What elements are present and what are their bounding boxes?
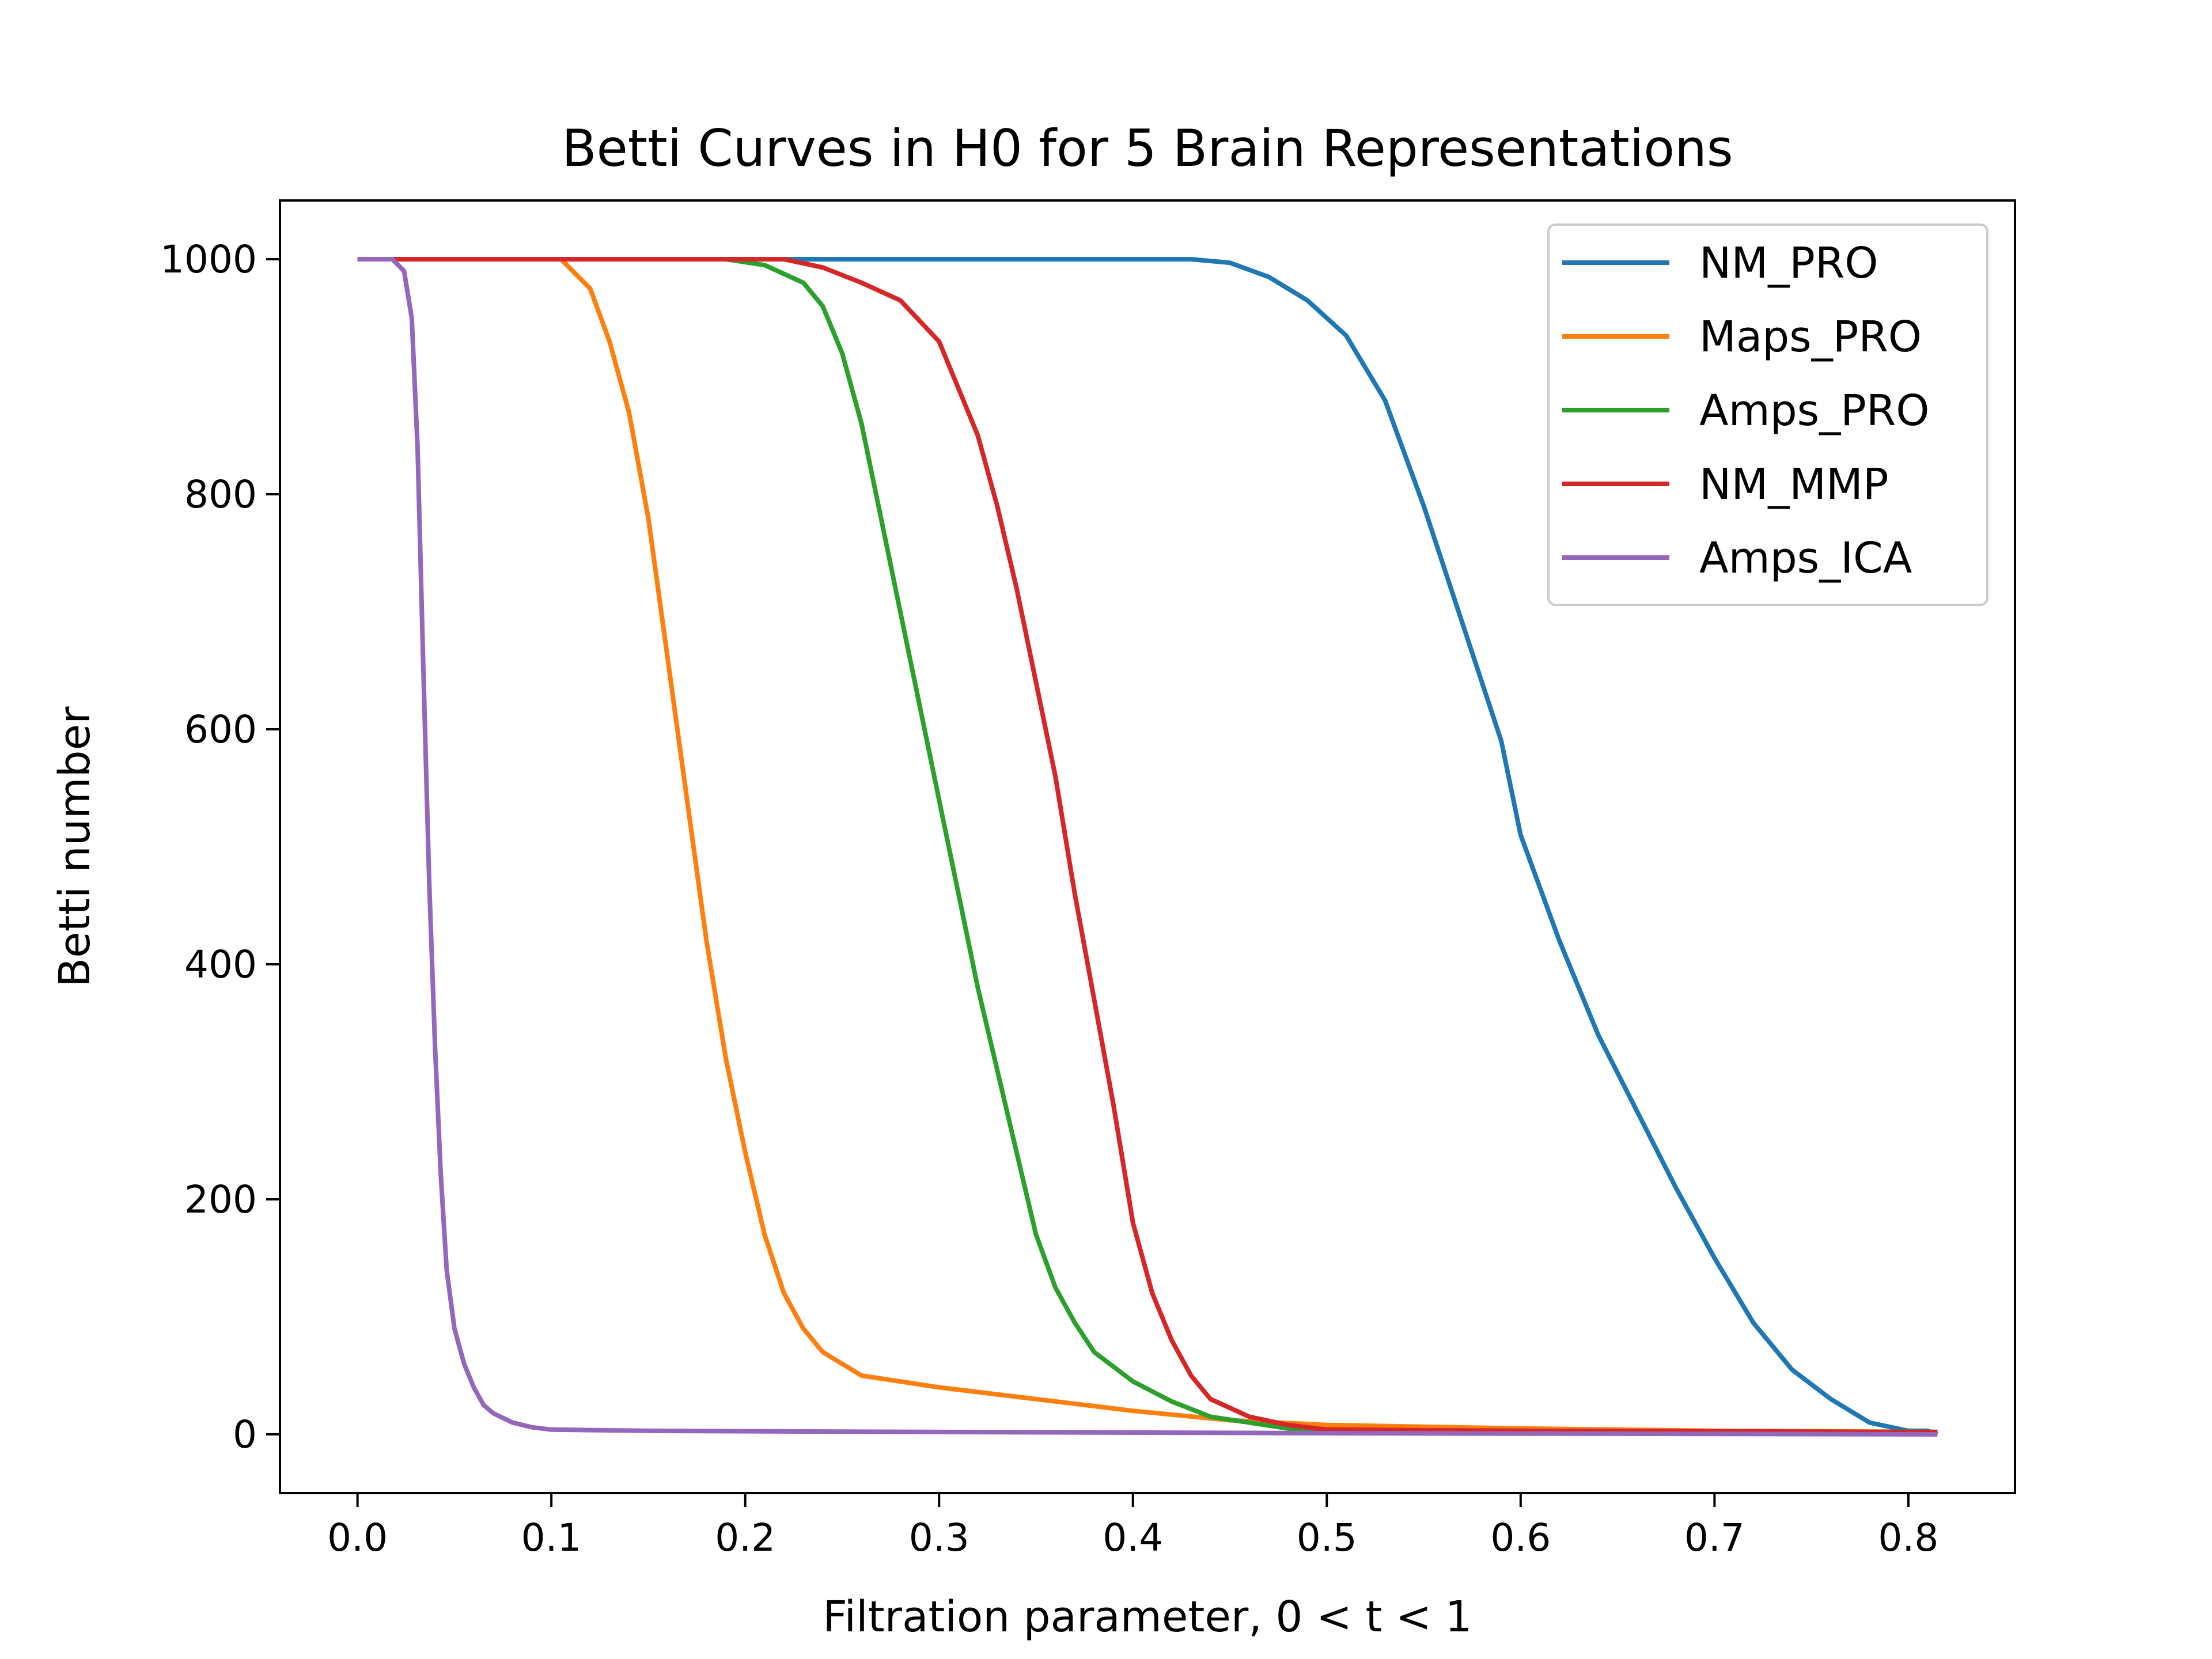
series-line-amps-pro bbox=[357, 257, 1938, 1434]
legend: NM_PRO Maps_PRO Amps_PRO NM_MMP Amps_ICA bbox=[1547, 224, 1988, 606]
x-tick-label: 0.6 bbox=[1490, 1516, 1551, 1560]
plot-frame bbox=[279, 199, 2016, 1494]
x-tick-label: 0.1 bbox=[521, 1516, 582, 1560]
y-axis-label: Betti number bbox=[50, 706, 100, 987]
x-axis-label: Filtration parameter, 0 < t < 1 bbox=[823, 1592, 1472, 1642]
legend-box bbox=[1547, 224, 1988, 606]
y-axis-ticks: 0 200 400 600 800 1000 bbox=[160, 237, 280, 1457]
x-tick-label: 0.3 bbox=[909, 1516, 969, 1560]
x-tick-label: 0.0 bbox=[327, 1516, 388, 1560]
y-tick-label: 0 bbox=[233, 1412, 257, 1457]
chart-title: Betti Curves in H0 for 5 Brain Represent… bbox=[562, 119, 1733, 178]
y-tick-label: 600 bbox=[184, 707, 257, 752]
legend-label: Amps_PRO bbox=[1699, 386, 1930, 435]
x-tick-label: 0.4 bbox=[1103, 1516, 1163, 1560]
series-line-nm-mmp bbox=[357, 257, 1938, 1434]
x-axis-ticks: 0.0 0.1 0.2 0.3 0.4 0.5 0.6 0.7 0.8 bbox=[327, 1493, 1938, 1560]
x-tick-label: 0.2 bbox=[715, 1516, 775, 1560]
y-tick-label: 400 bbox=[184, 942, 257, 987]
x-tick-label: 0.5 bbox=[1297, 1516, 1357, 1560]
legend-label: Amps_ICA bbox=[1699, 533, 1912, 583]
series-layer bbox=[357, 257, 1938, 1437]
legend-label: NM_MMP bbox=[1699, 460, 1889, 509]
y-tick-label: 800 bbox=[184, 472, 257, 517]
legend-label: NM_PRO bbox=[1699, 238, 1878, 288]
series-line-nm-pro bbox=[357, 257, 1938, 1437]
series-line-amps-ica bbox=[357, 257, 1938, 1437]
legend-label: Maps_PRO bbox=[1699, 312, 1922, 362]
y-tick-label: 200 bbox=[184, 1177, 257, 1222]
y-tick-label: 1000 bbox=[160, 237, 257, 282]
x-tick-label: 0.8 bbox=[1878, 1516, 1938, 1560]
x-tick-label: 0.7 bbox=[1684, 1516, 1745, 1560]
plot-area bbox=[279, 199, 2016, 1494]
